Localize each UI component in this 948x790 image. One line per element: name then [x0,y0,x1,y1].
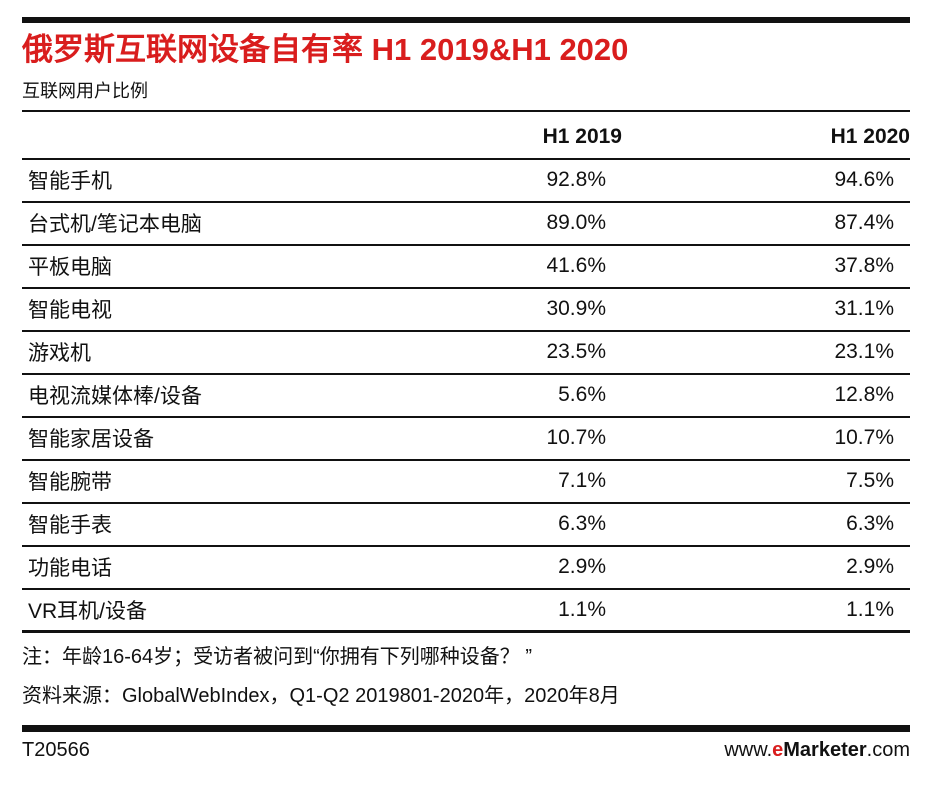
url-com: .com [866,738,910,761]
device-label: 功能电话 [28,557,112,581]
value-h1-2020: 94.6% [834,168,894,192]
url-www: www. [724,738,773,761]
value-h1-2019: 6.3% [558,512,606,536]
source-text: 资料来源：GlobalWebIndex，Q1-Q2 2019801-2020年，… [22,684,620,707]
value-h1-2019: 89.0% [546,211,606,235]
value-h1-2020: 31.1% [834,297,894,321]
table-row: 智能手表 6.3% 6.3% [22,504,910,547]
table-header-row: H1 2019 H1 2020 [22,112,910,160]
value-h1-2019: 7.1% [558,469,606,493]
device-label: 智能手表 [28,514,112,538]
table-row: 游戏机 23.5% 23.1% [22,332,910,375]
device-label: 智能家居设备 [28,428,154,452]
value-h1-2020: 12.8% [834,383,894,407]
emarketer-url: www.eMarketer.com [724,739,910,762]
chart-content: 俄罗斯互联网设备自有率 H1 2019&H1 2020 互联网用户比例 H1 2… [22,0,910,762]
table-row: 智能电视 30.9% 31.1% [22,289,910,332]
value-h1-2020: 10.7% [834,426,894,450]
device-label: 平板电脑 [28,256,112,280]
value-h1-2019: 10.7% [546,426,606,450]
chart-id: T20566 [22,738,90,761]
device-label: 智能手机 [28,170,112,194]
value-h1-2019: 1.1% [558,597,606,621]
value-h1-2019: 30.9% [546,297,606,321]
table-row: 功能电话 2.9% 2.9% [22,547,910,590]
table-row: 台式机/笔记本电脑 89.0% 87.4% [22,203,910,246]
top-divider-bar [22,17,910,23]
value-h1-2020: 6.3% [846,512,894,536]
table-header-h1-2020: H1 2020 [830,124,910,148]
value-h1-2020: 23.1% [834,340,894,364]
device-label: 电视流媒体棒/设备 [28,385,202,409]
emarketer-logo-e: e [772,738,784,761]
value-h1-2019: 41.6% [546,254,606,278]
value-h1-2020: 37.8% [834,254,894,278]
table-row: 智能家居设备 10.7% 10.7% [22,418,910,461]
value-h1-2020: 7.5% [846,469,894,493]
table-row: 电视流媒体棒/设备 5.6% 12.8% [22,375,910,418]
table-row: 智能腕带 7.1% 7.5% [22,461,910,504]
bottom-divider-bar [22,724,910,732]
emarketer-logo-name: Marketer [783,738,867,761]
device-label: 智能腕带 [28,471,112,495]
device-label: 台式机/笔记本电脑 [28,213,202,237]
value-h1-2019: 92.8% [546,168,606,192]
table-row: VR耳机/设备 1.1% 1.1% [22,590,910,633]
value-h1-2020: 1.1% [846,597,894,621]
footer: T20566 www.eMarketer.com [22,739,910,762]
value-h1-2019: 2.9% [558,555,606,579]
note-text: 注：年龄16-64岁；受访者被问到“你拥有下列哪种设备？ ” [22,645,533,668]
value-h1-2020: 87.4% [834,211,894,235]
value-h1-2020: 2.9% [846,555,894,579]
value-h1-2019: 23.5% [546,340,606,364]
table-row: 智能手机 92.8% 94.6% [22,160,910,203]
device-label: 智能电视 [28,299,112,323]
chart-subtitle: 互联网用户比例 [22,77,910,112]
device-label: 游戏机 [28,342,91,366]
table-row: 平板电脑 41.6% 37.8% [22,246,910,289]
table-body: 智能手机 92.8% 94.6% 台式机/笔记本电脑 89.0% 87.4% 平板电脑 41.… [22,160,910,633]
data-table: H1 2019 H1 2020 智能手机 92.8% 94.6% 台式机/笔记本电脑 8… [22,112,910,633]
table-header-h1-2019: H1 2019 [542,124,622,148]
device-label: VR耳机/设备 [28,599,148,623]
chart-title: 俄罗斯互联网设备自有率 H1 2019&H1 2020 [22,32,629,67]
value-h1-2019: 5.6% [558,383,606,407]
